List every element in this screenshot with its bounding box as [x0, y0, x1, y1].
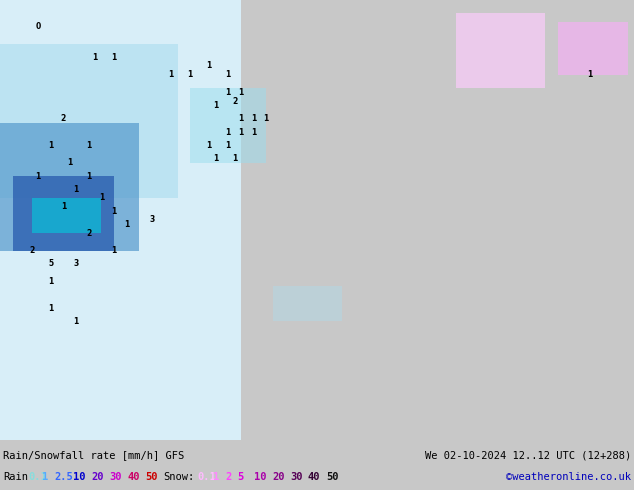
Polygon shape — [13, 176, 114, 251]
Text: 1: 1 — [67, 158, 72, 167]
Text: 50: 50 — [326, 472, 339, 482]
Text: 1: 1 — [169, 70, 174, 79]
Text: 1: 1 — [226, 70, 231, 79]
Text: 2: 2 — [29, 246, 34, 255]
Text: 2: 2 — [61, 114, 66, 123]
Text: 10: 10 — [254, 472, 266, 482]
Text: 1: 1 — [238, 127, 243, 137]
Text: 1: 1 — [74, 317, 79, 326]
Text: 1: 1 — [226, 88, 231, 97]
Text: 3: 3 — [150, 216, 155, 224]
Polygon shape — [0, 123, 139, 251]
Text: 2: 2 — [232, 97, 237, 106]
Text: 1: 1 — [264, 114, 269, 123]
Text: 2: 2 — [225, 472, 231, 482]
Text: 1: 1 — [42, 472, 48, 482]
Text: 50: 50 — [145, 472, 157, 482]
Text: 1: 1 — [188, 70, 193, 79]
Text: 1: 1 — [207, 62, 212, 71]
Text: Snow:: Snow: — [163, 472, 194, 482]
Text: 1: 1 — [112, 207, 117, 216]
Text: 1: 1 — [213, 154, 218, 163]
Text: 1: 1 — [213, 101, 218, 110]
Text: 1: 1 — [251, 114, 256, 123]
Text: 1: 1 — [232, 154, 237, 163]
Text: ©weatheronline.co.uk: ©weatheronline.co.uk — [506, 472, 631, 482]
Text: 1: 1 — [74, 185, 79, 194]
Text: 2: 2 — [86, 229, 91, 238]
Text: 30: 30 — [109, 472, 122, 482]
Text: 30: 30 — [290, 472, 302, 482]
Text: 10: 10 — [73, 472, 86, 482]
Text: 1: 1 — [238, 114, 243, 123]
Text: 1: 1 — [238, 88, 243, 97]
Text: 1: 1 — [112, 246, 117, 255]
Text: 1: 1 — [587, 70, 592, 79]
Text: 0: 0 — [36, 22, 41, 31]
Text: 1: 1 — [251, 127, 256, 137]
Text: 1: 1 — [93, 53, 98, 62]
Text: Rain/Snowfall rate [mm/h] GFS: Rain/Snowfall rate [mm/h] GFS — [3, 450, 184, 460]
Text: 5: 5 — [237, 472, 243, 482]
Polygon shape — [558, 22, 628, 75]
Polygon shape — [32, 198, 101, 233]
Text: 1: 1 — [48, 303, 53, 313]
Text: 3: 3 — [74, 260, 79, 269]
Text: 20: 20 — [272, 472, 285, 482]
Text: 20: 20 — [91, 472, 103, 482]
Text: 5: 5 — [48, 260, 53, 269]
Polygon shape — [456, 13, 545, 88]
Text: 0.1: 0.1 — [28, 472, 47, 482]
Text: 1: 1 — [99, 194, 104, 202]
Text: 1: 1 — [226, 141, 231, 150]
Text: 2.5: 2.5 — [54, 472, 73, 482]
Text: 1: 1 — [112, 53, 117, 62]
Text: 1: 1 — [48, 277, 53, 286]
Text: 1: 1 — [207, 141, 212, 150]
Text: 1: 1 — [226, 127, 231, 137]
Polygon shape — [0, 44, 178, 198]
Text: 40: 40 — [308, 472, 321, 482]
Text: 1: 1 — [48, 141, 53, 150]
Text: Rain: Rain — [3, 472, 28, 482]
Polygon shape — [190, 88, 266, 163]
Polygon shape — [273, 286, 342, 321]
Text: 1: 1 — [124, 220, 129, 229]
Text: 1: 1 — [86, 172, 91, 180]
Polygon shape — [0, 0, 241, 440]
Text: 0.1: 0.1 — [197, 472, 216, 482]
Text: 1: 1 — [86, 141, 91, 150]
Text: We 02-10-2024 12..12 UTC (12+288): We 02-10-2024 12..12 UTC (12+288) — [425, 450, 631, 460]
Text: 1: 1 — [61, 202, 66, 211]
Text: 1: 1 — [36, 172, 41, 180]
Text: 1: 1 — [213, 472, 219, 482]
Text: 40: 40 — [127, 472, 139, 482]
